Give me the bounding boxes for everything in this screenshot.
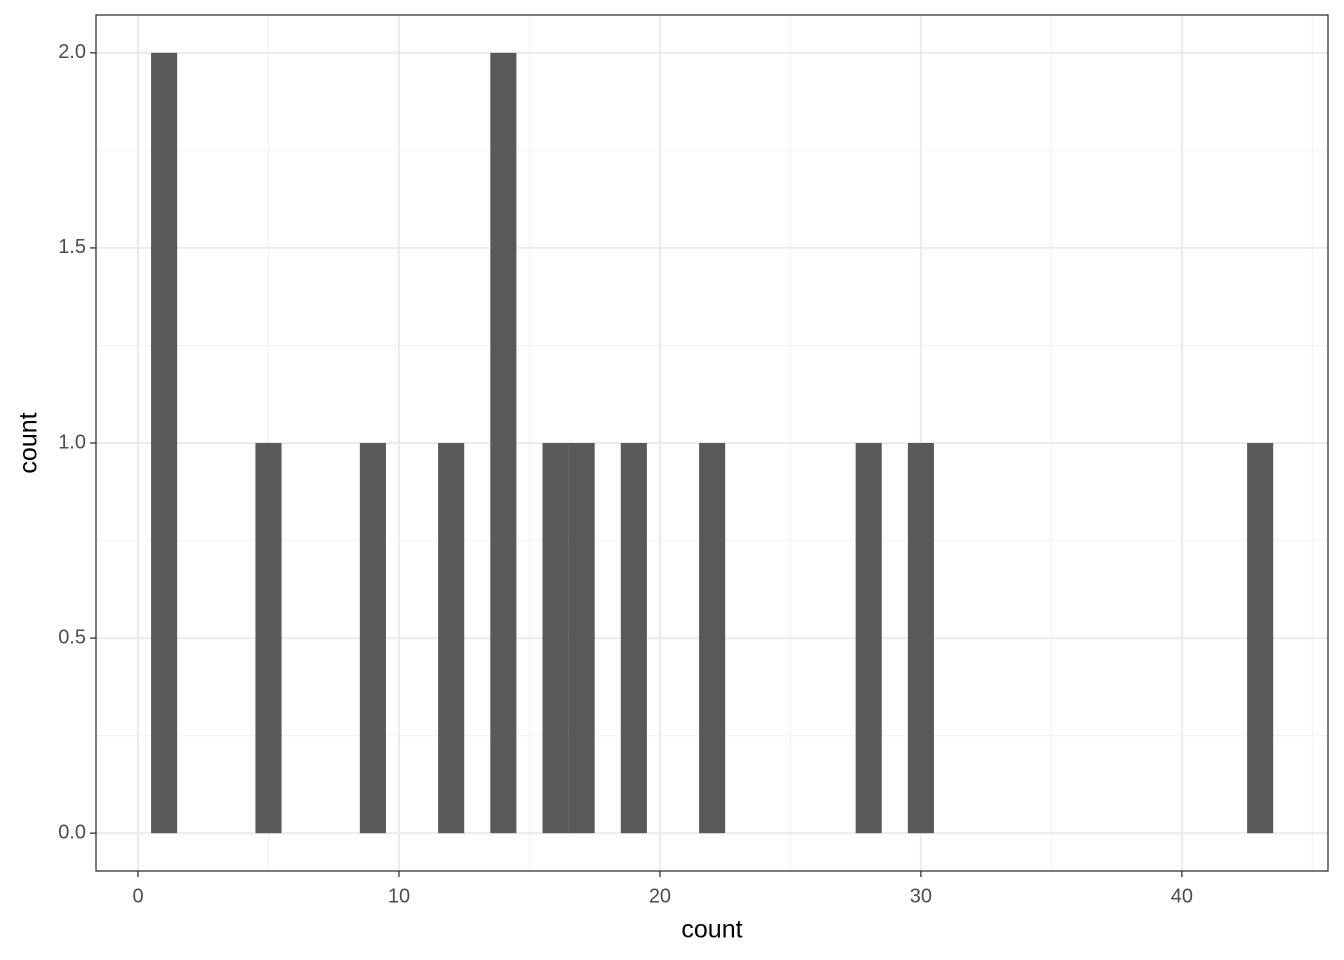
- bar: [699, 443, 726, 834]
- bar: [1247, 443, 1274, 834]
- y-tick-label: 2.0: [58, 41, 86, 63]
- y-axis-title: count: [15, 412, 43, 473]
- x-tick-label: 40: [1171, 885, 1193, 907]
- bar: [568, 443, 595, 834]
- bar: [151, 52, 178, 834]
- x-axis-title: count: [681, 916, 742, 944]
- bar: [490, 52, 517, 834]
- bar: [542, 443, 569, 834]
- bar: [438, 443, 465, 834]
- x-tick-label: 0: [132, 885, 143, 907]
- bar: [855, 443, 882, 834]
- y-tick-label: 0.5: [58, 626, 86, 648]
- x-tick-label: 20: [649, 885, 671, 907]
- y-tick-label: 0.0: [58, 821, 86, 843]
- y-tick-label: 1.5: [58, 236, 86, 258]
- y-tick-label: 1.0: [58, 431, 86, 453]
- bar: [620, 443, 647, 834]
- x-tick-label: 10: [388, 885, 410, 907]
- bar: [359, 443, 386, 834]
- bar: [255, 443, 282, 834]
- x-tick-label: 30: [910, 885, 932, 907]
- bar: [907, 443, 934, 834]
